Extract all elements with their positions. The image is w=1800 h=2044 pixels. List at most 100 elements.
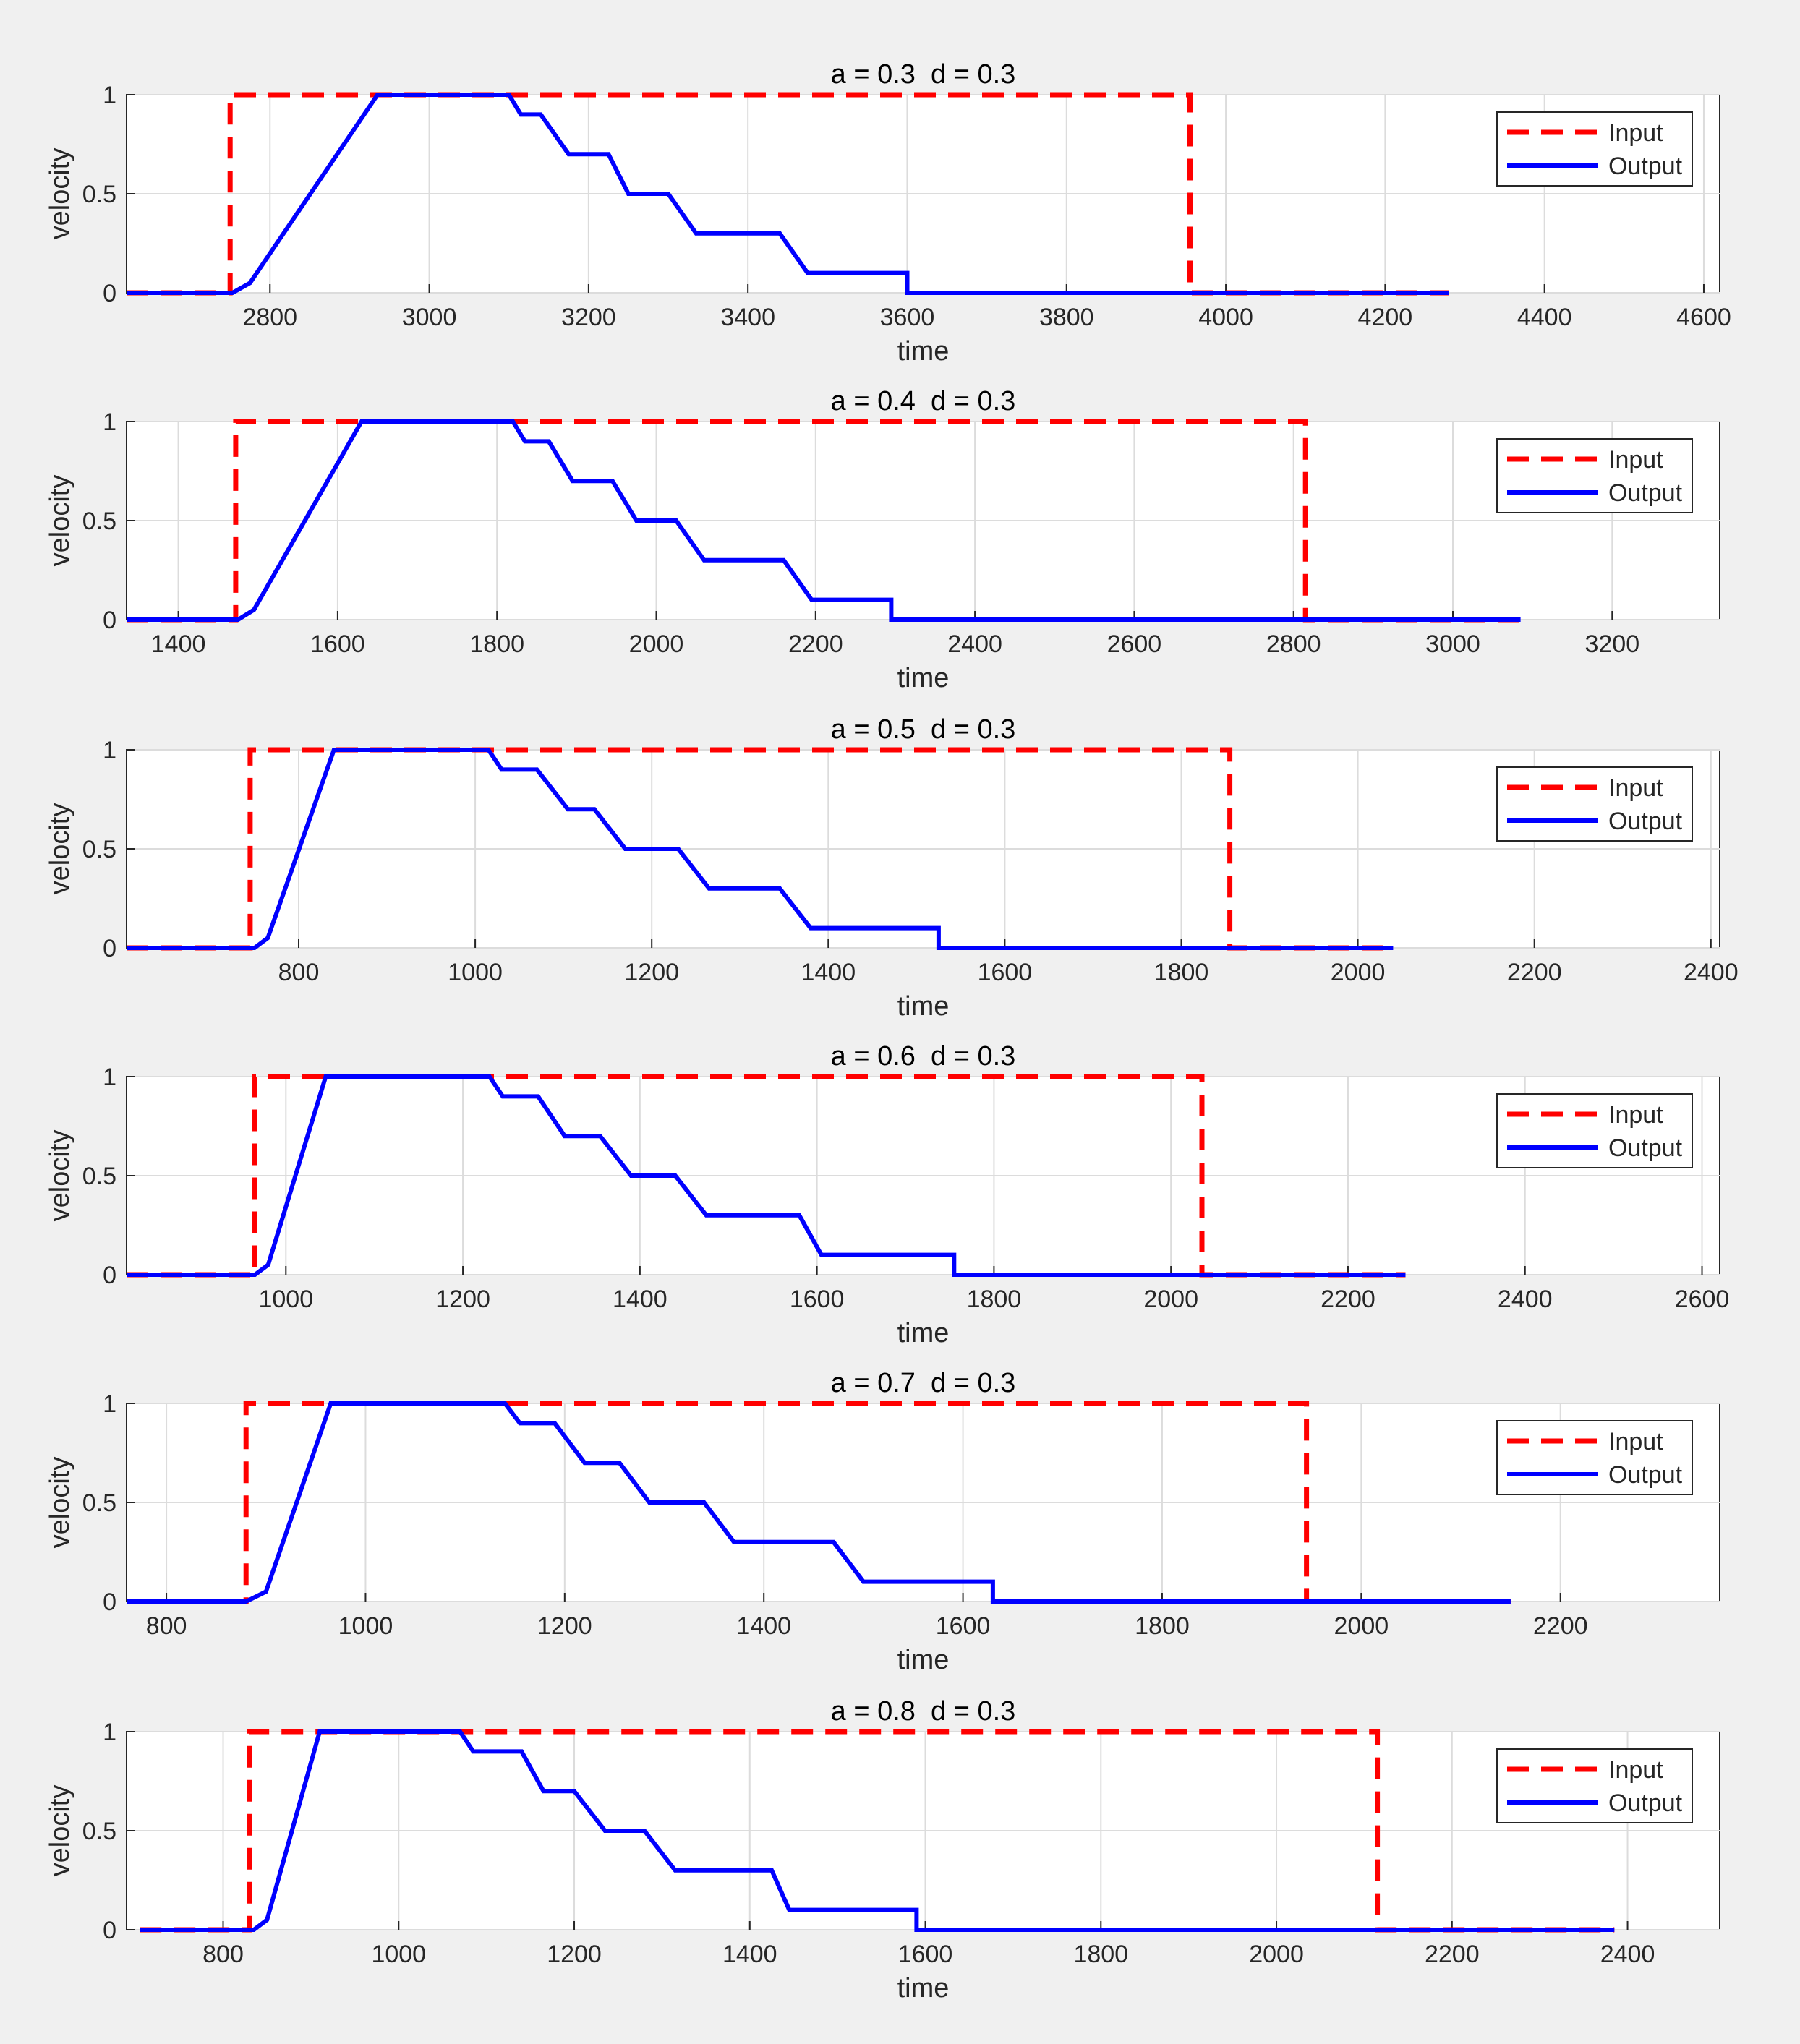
x-tick-label: 4400 bbox=[1517, 304, 1572, 331]
x-tick-label: 2600 bbox=[1107, 630, 1162, 658]
legend-box bbox=[1496, 1748, 1693, 1823]
x-tick-label: 1600 bbox=[310, 630, 365, 658]
y-axis-label: velocity bbox=[45, 803, 75, 895]
y-tick-label: 0 bbox=[103, 1588, 116, 1616]
legend-label: Output bbox=[1608, 1461, 1683, 1489]
x-tick-label: 4600 bbox=[1676, 304, 1731, 331]
subplot-title: a = 0.7 d = 0.3 bbox=[831, 1368, 1016, 1398]
x-tick-label: 3000 bbox=[1425, 630, 1480, 658]
subplot-3: 800 1000 1200 1400 1600 1800 2000 2200 2400 0 0.5 1… bbox=[45, 714, 1739, 1022]
x-axis-label: time bbox=[897, 1973, 950, 2004]
x-axis-label: time bbox=[897, 1645, 950, 1675]
subplot-title: a = 0.4 d = 0.3 bbox=[831, 386, 1016, 416]
x-tick-label: 2200 bbox=[1507, 959, 1562, 986]
y-tick-label: 0.5 bbox=[82, 181, 116, 208]
y-tick-label: 0.5 bbox=[82, 1818, 116, 1845]
x-tick-label: 800 bbox=[202, 1941, 244, 1968]
x-tick-label: 2000 bbox=[1143, 1286, 1198, 1313]
x-tick-label: 3400 bbox=[720, 304, 775, 331]
x-tick-label: 3200 bbox=[561, 304, 616, 331]
y-tick-label: 1 bbox=[103, 1719, 116, 1746]
x-tick-label: 2200 bbox=[1321, 1286, 1375, 1313]
x-tick-label: 1600 bbox=[790, 1286, 845, 1313]
y-tick-label: 1 bbox=[103, 737, 116, 764]
legend-label: Output bbox=[1608, 1789, 1683, 1817]
x-tick-label: 1800 bbox=[1073, 1941, 1128, 1968]
x-axis-label: time bbox=[897, 1318, 950, 1348]
x-tick-label: 1200 bbox=[537, 1612, 592, 1640]
y-tick-label: 0.5 bbox=[82, 1489, 116, 1517]
x-tick-label: 3600 bbox=[880, 304, 935, 331]
y-tick-label: 0 bbox=[103, 935, 116, 962]
output-series-line bbox=[140, 1729, 1615, 1932]
y-tick-label: 1 bbox=[103, 1390, 116, 1418]
x-tick-label: 2000 bbox=[629, 630, 684, 658]
output-series-line bbox=[127, 93, 1449, 295]
y-axis-label: velocity bbox=[45, 1785, 75, 1877]
y-tick-label: 1 bbox=[103, 82, 116, 109]
x-tick-label: 3200 bbox=[1584, 630, 1639, 658]
x-tick-label: 2400 bbox=[1498, 1286, 1553, 1313]
x-tick-label: 2800 bbox=[242, 304, 297, 331]
legend-label: Input bbox=[1608, 119, 1663, 147]
output-series-line bbox=[127, 748, 1394, 950]
legend: Input Output bbox=[1496, 1093, 1693, 1168]
legend: Input Output bbox=[1496, 1748, 1693, 1823]
output-series-line bbox=[127, 1074, 1406, 1277]
x-tick-label: 1200 bbox=[435, 1286, 490, 1313]
x-tick-label: 2000 bbox=[1334, 1612, 1389, 1640]
x-tick-label: 2000 bbox=[1331, 959, 1386, 986]
legend: Input Output bbox=[1496, 111, 1693, 187]
subplot-title: a = 0.5 d = 0.3 bbox=[831, 714, 1016, 745]
subplot-title: a = 0.8 d = 0.3 bbox=[831, 1696, 1016, 1727]
x-tick-label: 2200 bbox=[1425, 1941, 1480, 1968]
x-tick-label: 1600 bbox=[898, 1941, 953, 1968]
y-tick-label: 0.5 bbox=[82, 508, 116, 535]
x-tick-label: 2800 bbox=[1266, 630, 1321, 658]
x-tick-label: 2400 bbox=[1600, 1941, 1655, 1968]
x-axis-label: time bbox=[897, 336, 950, 367]
output-series-line bbox=[127, 1401, 1511, 1604]
x-tick-label: 3800 bbox=[1039, 304, 1094, 331]
legend: Input Output bbox=[1496, 1420, 1693, 1495]
output-series-line bbox=[127, 419, 1521, 622]
x-tick-label: 3000 bbox=[402, 304, 457, 331]
legend-label: Input bbox=[1608, 1101, 1663, 1129]
y-tick-label: 0 bbox=[103, 1262, 116, 1289]
x-tick-label: 800 bbox=[146, 1612, 187, 1640]
x-tick-label: 1600 bbox=[936, 1612, 991, 1640]
x-tick-label: 2000 bbox=[1249, 1941, 1304, 1968]
legend-label: Output bbox=[1608, 808, 1683, 835]
subplot-4: 1000 1200 1400 1600 1800 2000 2200 2400 2600 0 0.5… bbox=[45, 1041, 1729, 1348]
legend-box bbox=[1496, 111, 1693, 187]
y-tick-label: 1 bbox=[103, 1064, 116, 1091]
x-tick-label: 1000 bbox=[448, 959, 503, 986]
legend-label: Input bbox=[1608, 774, 1663, 802]
legend-label: Input bbox=[1608, 446, 1663, 474]
y-axis-label: velocity bbox=[45, 148, 75, 240]
x-tick-label: 800 bbox=[278, 959, 320, 986]
y-tick-label: 0 bbox=[103, 607, 116, 634]
y-tick-label: 0 bbox=[103, 280, 116, 307]
subplot-title: a = 0.6 d = 0.3 bbox=[831, 1041, 1016, 1072]
x-tick-label: 1600 bbox=[978, 959, 1033, 986]
subplots: 2800 3000 3200 3400 3600 3800 4000 4200 4400 4600… bbox=[45, 59, 1739, 2004]
x-tick-label: 1800 bbox=[967, 1286, 1022, 1313]
subplot-1: 2800 3000 3200 3400 3600 3800 4000 4200 4400 4600… bbox=[45, 59, 1731, 367]
y-tick-label: 0.5 bbox=[82, 836, 116, 863]
x-axis-label: time bbox=[897, 991, 950, 1022]
legend-label: Output bbox=[1608, 1134, 1683, 1162]
x-tick-label: 1000 bbox=[371, 1941, 426, 1968]
x-tick-label: 1400 bbox=[801, 959, 856, 986]
x-tick-label: 1200 bbox=[624, 959, 679, 986]
y-tick-label: 1 bbox=[103, 409, 116, 436]
x-tick-label: 2200 bbox=[788, 630, 843, 658]
x-tick-label: 1400 bbox=[151, 630, 206, 658]
x-tick-label: 2600 bbox=[1675, 1286, 1730, 1313]
legend-label: Output bbox=[1608, 153, 1683, 180]
x-tick-label: 2400 bbox=[1684, 959, 1739, 986]
legend-label: Output bbox=[1608, 479, 1683, 507]
subplot-6: 800 1000 1200 1400 1600 1800 2000 2200 2400 0 0.5 1… bbox=[45, 1696, 1720, 2004]
y-tick-label: 0 bbox=[103, 1917, 116, 1944]
